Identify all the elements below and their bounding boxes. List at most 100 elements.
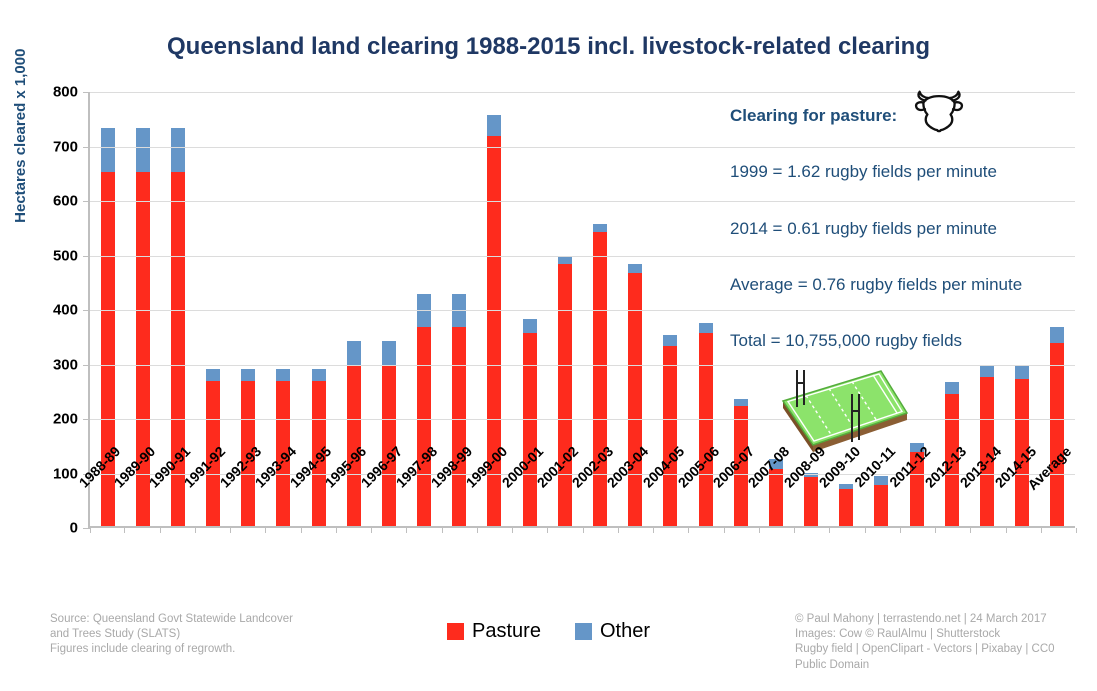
bar-segment-other (381, 340, 396, 366)
chart-legend: Pasture Other (0, 620, 1097, 643)
annotation-line-1999: 1999 = 1.62 rugby fields per minute (730, 162, 997, 181)
footer-line: Images: Cow © RaulAlmu | Shutterstock (795, 628, 1001, 641)
stacked-bar-2005-06 (698, 322, 713, 526)
stacked-bar-2003-04 (628, 264, 643, 526)
bar-series (90, 92, 1075, 526)
x-axis-tick (441, 528, 443, 533)
bar-slot-2013-14 (969, 92, 1004, 526)
x-axis-tick (547, 528, 549, 533)
stacked-bar-1988-89 (100, 128, 115, 526)
bar-segment-other (206, 368, 221, 381)
legend-label-other: Other (599, 620, 650, 642)
footer-line: Source: Queensland Govt Statewide Landco… (50, 613, 293, 625)
bar-segment-pasture (733, 406, 748, 526)
y-axis-tick-label: 300 (52, 356, 78, 373)
x-axis-tick (476, 528, 478, 533)
bar-slot-2014-15 (1004, 92, 1039, 526)
y-axis-tick-label: 100 (52, 465, 78, 482)
bar-slot-1989-90 (125, 92, 160, 526)
bar-segment-other (170, 128, 185, 172)
x-axis-tick (194, 528, 196, 533)
annotation-heading: Clearing for pasture: (730, 106, 898, 125)
bar-segment-pasture (522, 332, 537, 526)
legend-label-pasture: Pasture (472, 620, 541, 642)
x-axis-tick (512, 528, 513, 533)
bar-segment-pasture (1050, 343, 1065, 526)
footer-line: Rugby field | OpenClipart - Vectors | Pi… (795, 643, 1055, 656)
bar-slot-2000-01 (512, 92, 547, 526)
bar-segment-other (487, 114, 502, 137)
x-axis-tick (935, 528, 936, 533)
pasture-swatch-icon (447, 623, 465, 640)
gridline (90, 255, 1075, 257)
stacked-bar-2012-13 (944, 381, 959, 526)
annotation-line-total: Total = 10,755,000 rugby fields (730, 331, 963, 350)
bar-segment-other (839, 483, 854, 489)
bar-segment-other (346, 340, 361, 366)
x-axis-tick (864, 528, 866, 533)
bar-segment-pasture (100, 171, 115, 526)
bar-segment-other (979, 365, 994, 378)
y-axis-tick (83, 419, 90, 420)
bar-slot-1993-94 (266, 92, 301, 526)
bar-segment-pasture (874, 485, 889, 526)
annotation-line-average: Average = 0.76 rugby fields per minute (730, 275, 1023, 294)
x-axis-tick (899, 528, 901, 533)
bar-segment-pasture (698, 332, 713, 526)
plot-area: 0 100 200 300 400 500 600 700 800 (53, 84, 1077, 537)
bar-slot-1999-00 (477, 92, 512, 526)
x-axis-tick (1076, 528, 1077, 533)
bar-segment-pasture (381, 365, 396, 526)
stacked-bar-1998-99 (452, 294, 467, 526)
stacked-bar-2013-14 (979, 365, 994, 526)
bar-segment-pasture (311, 380, 326, 526)
stacked-bar-2007-08 (768, 458, 783, 526)
stacked-bar-1999-00 (487, 114, 502, 526)
gridline (90, 92, 1075, 93)
bar-slot-1994-95 (301, 92, 336, 526)
stacked-bar-1990-91 (170, 128, 185, 526)
bar-segment-pasture (663, 346, 678, 526)
bar-segment-pasture (417, 327, 432, 526)
annotation-line-2014: 2014 = 0.61 rugby fields per minute (730, 219, 997, 238)
bar-segment-other (909, 443, 924, 453)
bar-segment-pasture (487, 136, 502, 526)
bar-slot-1991-92 (196, 92, 231, 526)
footer-line: © Paul Mahony | terrastendo.net | 24 Mar… (795, 613, 1047, 625)
bar-segment-pasture (592, 231, 607, 526)
bar-segment-pasture (557, 264, 572, 526)
y-axis-tick (83, 528, 90, 529)
y-axis-tick-label: 600 (52, 192, 78, 210)
bar-segment-other (698, 322, 713, 333)
cow-icon (908, 90, 970, 147)
bar-segment-other (276, 368, 291, 381)
stacked-bar-2011-12 (909, 443, 924, 526)
bar-segment-other (628, 264, 643, 273)
bar-segment-other (241, 368, 256, 381)
bar-slot-2006-07 (723, 92, 758, 526)
bar-segment-pasture (170, 171, 185, 526)
gridline (90, 310, 1075, 311)
bar-segment-other (100, 128, 115, 172)
bar-slot-2009-10 (829, 92, 864, 526)
bar-slot-1992-93 (231, 92, 266, 526)
bar-segment-pasture (909, 452, 924, 526)
x-axis-tick (582, 528, 584, 533)
x-axis-tick (1005, 528, 1007, 533)
stacked-bar-2004-05 (663, 335, 678, 526)
bar-slot-2010-11 (864, 92, 899, 526)
rugby-field-image (773, 363, 910, 463)
bar-segment-pasture (241, 380, 256, 526)
y-axis-tick (83, 473, 90, 475)
stacked-bar-1994-95 (311, 368, 326, 526)
bar-slot-1995-96 (336, 92, 371, 526)
y-axis-tick-label: 0 (69, 519, 78, 537)
x-axis-tick (124, 528, 126, 533)
bar-slot-2003-04 (618, 92, 653, 526)
x-axis-tick (617, 528, 619, 533)
stacked-bar-2002-03 (592, 223, 607, 526)
bar-segment-other (768, 458, 783, 469)
stacked-bar-2014-15 (1015, 365, 1030, 526)
bar-segment-pasture (452, 327, 467, 526)
gridline (90, 473, 1075, 475)
